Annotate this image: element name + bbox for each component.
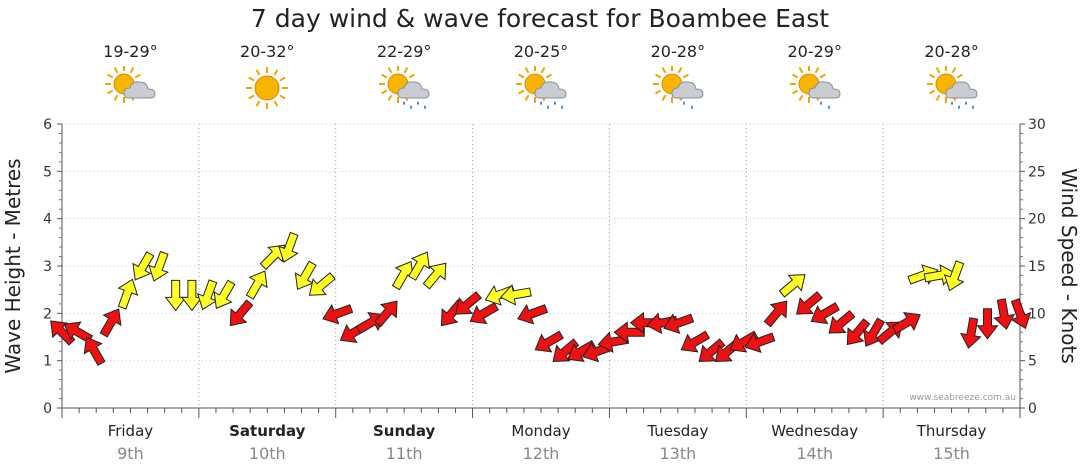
wind-arrow (552, 338, 580, 363)
wind-arrow (117, 278, 139, 310)
date-label: 15th (933, 444, 970, 463)
y-right-tick-label: 20 (1028, 212, 1046, 228)
light-rain-icon (789, 66, 841, 109)
wind-arrow (308, 272, 336, 296)
showers-icon (516, 66, 567, 109)
wind-arrow (455, 291, 482, 315)
wind-arrow (729, 330, 759, 353)
y-left-tick-label: 2 (43, 306, 52, 322)
day-label: Tuesday (646, 422, 708, 440)
day-label: Monday (511, 422, 570, 440)
weather-day-7: 20-28° (892, 42, 1012, 112)
weather-day-3: 22-29° (344, 42, 464, 112)
wind-arrow (213, 279, 236, 309)
wind-arrow (796, 291, 823, 315)
weather-day-6: 20-29° (755, 42, 875, 112)
wind-arrow (976, 308, 999, 340)
light-rain-icon (652, 66, 704, 109)
wind-arrow (567, 340, 597, 362)
wind-arrow (698, 338, 726, 363)
day-label: Thursday (916, 422, 987, 440)
wind-arrows (50, 231, 1032, 367)
temp-range: 20-28° (924, 42, 979, 61)
day-label: Wednesday (771, 422, 858, 440)
wind-arrow (259, 244, 285, 270)
date-label: 14th (796, 444, 833, 463)
wind-arrow (245, 270, 268, 300)
sunny-icon (246, 67, 289, 109)
date-label: 13th (659, 444, 696, 463)
showers-icon (379, 66, 430, 109)
weather-day-1: 19-29° (70, 42, 190, 112)
wind-arrow (373, 300, 398, 328)
wind-arrow (778, 274, 806, 298)
y-left-tick-label: 1 (43, 354, 52, 370)
y-right-tick-label: 10 (1028, 306, 1046, 322)
temp-range: 19-29° (103, 42, 158, 61)
date-label: 9th (117, 444, 144, 463)
wind-arrow (810, 302, 840, 325)
y-left-tick-label: 6 (43, 117, 52, 133)
y-left-tick-label: 5 (43, 164, 52, 180)
wind-arrow (613, 321, 645, 344)
y-right-tick-label: 0 (1028, 401, 1037, 417)
wind-arrow (517, 303, 549, 325)
partly-cloudy-icon (105, 66, 156, 103)
y-left-tick-label: 3 (43, 259, 52, 275)
wind-arrow (229, 299, 254, 327)
day-label: Saturday (229, 422, 306, 440)
watermark: www.seabreeze.com.au (909, 393, 1016, 403)
wind-arrow (846, 318, 871, 346)
y-left-tick-label: 4 (43, 212, 52, 228)
y-right-tick-label: 5 (1028, 354, 1037, 370)
weather-day-5: 20-28° (618, 42, 738, 112)
date-label: 12th (523, 444, 560, 463)
wind-arrow (322, 303, 354, 325)
wind-arrow (828, 310, 856, 334)
temp-range: 20-32° (240, 42, 295, 61)
wind-arrow (680, 330, 711, 353)
wind-arrow (663, 313, 695, 335)
wind-arrow (278, 231, 299, 263)
wind-arrow (469, 302, 499, 325)
y-right-axis-title: Wind Speed - Knots (1057, 168, 1080, 364)
y-left-tick-label: 0 (43, 401, 52, 417)
temp-range: 20-25° (513, 42, 569, 61)
y-right-tick-label: 25 (1028, 164, 1046, 180)
wind-arrow (148, 250, 169, 282)
temp-range: 20-29° (787, 42, 842, 61)
wind-arrow (744, 332, 776, 353)
date-label: 10th (249, 444, 286, 463)
wind-arrow (422, 262, 447, 290)
wind-arrow (99, 308, 122, 338)
y-right-tick-label: 30 (1028, 117, 1046, 133)
y-left-axis-title: Wave Height - Metres (1, 158, 25, 373)
wind-arrow (132, 251, 155, 281)
weather-day-2: 20-32° (207, 42, 327, 112)
wind-arrow (993, 298, 1016, 330)
plot-area: 0 1 2 3 4 5 6 0 5 10 15 20 25 30 (43, 117, 1046, 418)
y-right-tick-label: 15 (1028, 259, 1046, 275)
wind-arrow (408, 251, 431, 281)
wind-arrow (943, 260, 965, 292)
wind-arrow (1010, 298, 1032, 330)
date-label: 11th (386, 444, 423, 463)
wind-arrow (164, 279, 187, 312)
day-label: Sunday (373, 422, 436, 440)
chart-title: 7 day wind & wave forecast for Boambee E… (250, 4, 830, 33)
wind-arrow (763, 300, 788, 328)
temp-range: 20-28° (650, 42, 706, 61)
wind-arrow (83, 336, 106, 367)
day-label: Friday (108, 422, 154, 440)
weather-day-4: 20-25° (481, 42, 601, 112)
wind-arrow (534, 330, 564, 353)
wind-arrow (500, 283, 532, 306)
wind-arrow (891, 312, 921, 334)
showers-icon (926, 66, 978, 109)
wind-arrow (960, 317, 982, 349)
temp-range: 22-29° (376, 42, 432, 61)
